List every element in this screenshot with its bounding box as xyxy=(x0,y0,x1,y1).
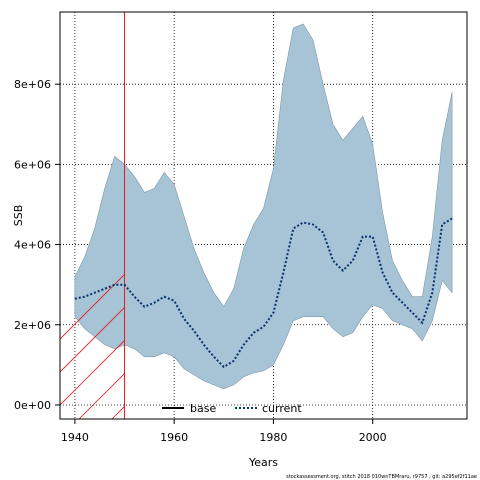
x-axis-title: Years xyxy=(248,456,278,469)
x-tick-label-2000: 2000 xyxy=(359,431,387,444)
series-line-current xyxy=(74,217,453,369)
hatched-region-border xyxy=(60,12,126,419)
x-tick-label-1940: 1940 xyxy=(61,431,89,444)
series-lines xyxy=(74,217,453,369)
x-axis: 1940 1960 1980 2000 xyxy=(61,419,387,444)
y-tick-label-4: 8e+06 xyxy=(14,78,51,91)
y-tick-label-3: 6e+06 xyxy=(14,158,51,171)
legend: base current xyxy=(162,402,302,415)
hatch-line-12 xyxy=(376,12,480,419)
y-axis: 0e+00 2e+06 4e+06 6e+06 8e+06 xyxy=(14,78,60,412)
legend-label-current: current xyxy=(262,402,302,415)
confidence-band xyxy=(74,23,453,390)
hatch-line-2 xyxy=(60,339,125,406)
x-tick-label-1960: 1960 xyxy=(160,431,188,444)
y-tick-label-2: 4e+06 xyxy=(14,239,51,252)
plot-frame xyxy=(59,11,468,420)
hatch-line-1 xyxy=(60,306,125,373)
hatch-line-15 xyxy=(475,12,480,419)
footer-text: stockassessment.org, stitch 2018 010wnTB… xyxy=(286,474,477,480)
hatched-region-group xyxy=(60,12,480,419)
y-tick-label-0: 0e+00 xyxy=(14,399,51,412)
y-tick-label-1: 2e+06 xyxy=(14,319,51,332)
legend-label-base: base xyxy=(190,402,216,415)
x-tick-label-1980: 1980 xyxy=(259,431,287,444)
y-axis-title: SSB xyxy=(12,205,25,227)
confidence-band-group xyxy=(74,23,453,390)
